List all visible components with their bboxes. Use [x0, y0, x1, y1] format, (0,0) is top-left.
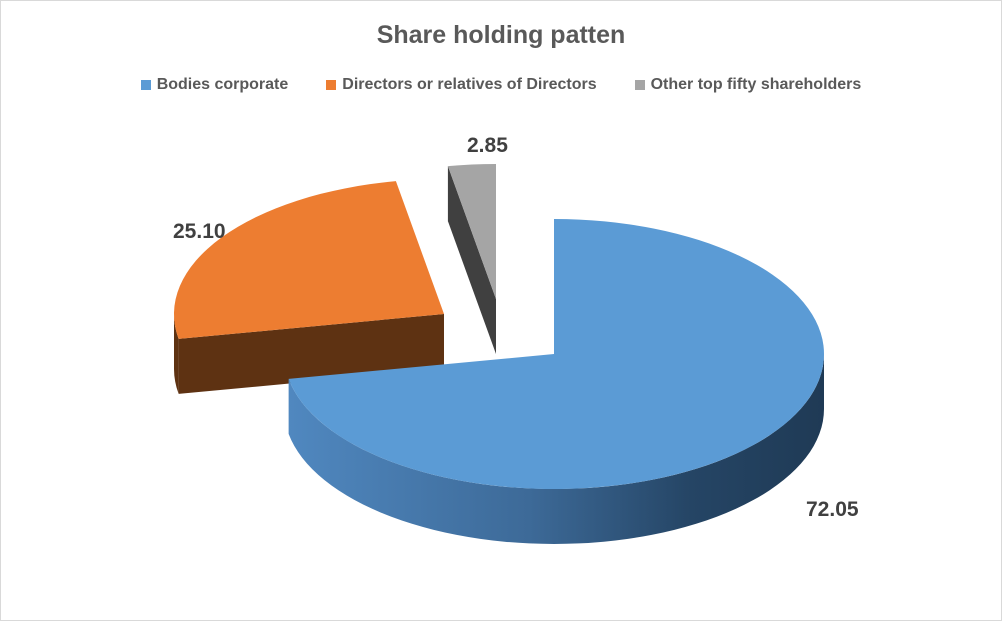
- pie-slice-bodies-corporate: [288, 219, 824, 544]
- data-label-bodies-corporate: 72.05: [806, 498, 859, 521]
- pie-slice-other-top-fifty: [447, 164, 496, 354]
- slice-top: [173, 181, 444, 339]
- legend-label: Directors or relatives of Directors: [342, 76, 597, 93]
- legend: Bodies corporate Directors or relatives …: [1, 76, 1001, 94]
- slice-top: [447, 164, 496, 299]
- legend-item-directors: Directors or relatives of Directors: [326, 76, 597, 94]
- data-label-other-top-fifty: 2.85: [467, 134, 508, 157]
- pie-slice-directors: [173, 181, 444, 394]
- slice-top: [288, 219, 824, 489]
- slice-side-face: [447, 166, 496, 354]
- legend-swatch: [140, 80, 151, 90]
- legend-label: Bodies corporate: [156, 76, 289, 93]
- legend-label: Other top fifty shareholders: [650, 76, 862, 93]
- legend-swatch: [634, 80, 645, 90]
- legend-item-bodies-corporate: Bodies corporate: [140, 76, 289, 94]
- data-label-directors: 25.10: [173, 220, 226, 243]
- slice-outer-wall: [174, 314, 179, 394]
- legend-swatch: [326, 80, 337, 90]
- legend-item-other-top-fifty: Other top fifty shareholders: [634, 76, 862, 94]
- slice-outer-wall: [288, 354, 824, 544]
- chart-title: Share holding patten: [376, 21, 626, 49]
